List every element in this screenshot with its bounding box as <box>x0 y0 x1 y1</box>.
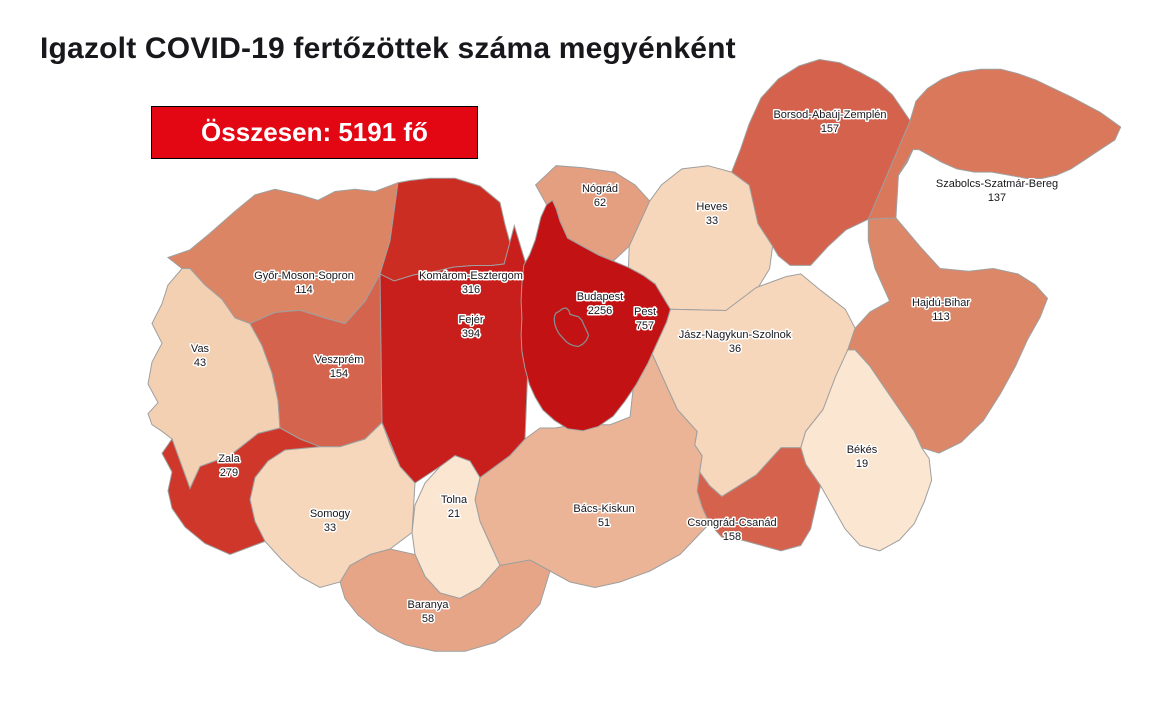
svg-text:Budapest: Budapest <box>577 291 623 303</box>
svg-text:Szabolcs-Szatmár-Bereg: Szabolcs-Szatmár-Bereg <box>936 178 1058 190</box>
svg-text:Nógrád: Nógrád <box>582 183 618 195</box>
svg-text:114: 114 <box>295 284 313 296</box>
svg-text:Zala: Zala <box>218 453 240 465</box>
svg-text:33: 33 <box>706 215 718 227</box>
svg-text:757: 757 <box>636 320 654 332</box>
svg-text:279: 279 <box>220 467 238 479</box>
svg-text:Veszprém: Veszprém <box>315 354 364 366</box>
svg-text:62: 62 <box>594 197 606 209</box>
svg-text:Heves: Heves <box>696 201 728 213</box>
svg-text:Tolna: Tolna <box>441 494 468 506</box>
svg-text:113: 113 <box>932 311 950 323</box>
svg-text:Somogy: Somogy <box>310 508 351 520</box>
svg-text:2256: 2256 <box>588 305 612 317</box>
svg-text:Vas: Vas <box>191 343 210 355</box>
svg-text:Csongrád-Csanád: Csongrád-Csanád <box>687 517 776 529</box>
svg-text:19: 19 <box>856 458 868 470</box>
svg-text:316: 316 <box>462 284 480 296</box>
svg-text:Komárom-Esztergom: Komárom-Esztergom <box>419 270 523 282</box>
svg-text:36: 36 <box>729 343 741 355</box>
svg-text:Győr-Moson-Sopron: Győr-Moson-Sopron <box>254 270 354 282</box>
svg-text:Bács-Kiskun: Bács-Kiskun <box>573 503 634 515</box>
svg-text:Baranya: Baranya <box>408 599 450 611</box>
svg-text:Békés: Békés <box>847 444 878 456</box>
svg-text:157: 157 <box>821 123 839 135</box>
svg-text:Hajdú-Bihar: Hajdú-Bihar <box>912 297 970 309</box>
svg-text:137: 137 <box>988 192 1006 204</box>
svg-text:33: 33 <box>324 522 336 534</box>
svg-text:58: 58 <box>422 613 434 625</box>
svg-text:51: 51 <box>598 517 610 529</box>
svg-text:158: 158 <box>723 531 741 543</box>
svg-text:394: 394 <box>462 328 480 340</box>
svg-text:Fejér: Fejér <box>458 314 483 326</box>
svg-text:Jász-Nagykun-Szolnok: Jász-Nagykun-Szolnok <box>679 329 792 341</box>
svg-text:21: 21 <box>448 508 460 520</box>
svg-text:Pest: Pest <box>634 306 656 318</box>
svg-text:154: 154 <box>330 368 348 380</box>
svg-text:43: 43 <box>194 357 206 369</box>
svg-text:Borsod-Abaúj-Zemplén: Borsod-Abaúj-Zemplén <box>773 109 886 121</box>
